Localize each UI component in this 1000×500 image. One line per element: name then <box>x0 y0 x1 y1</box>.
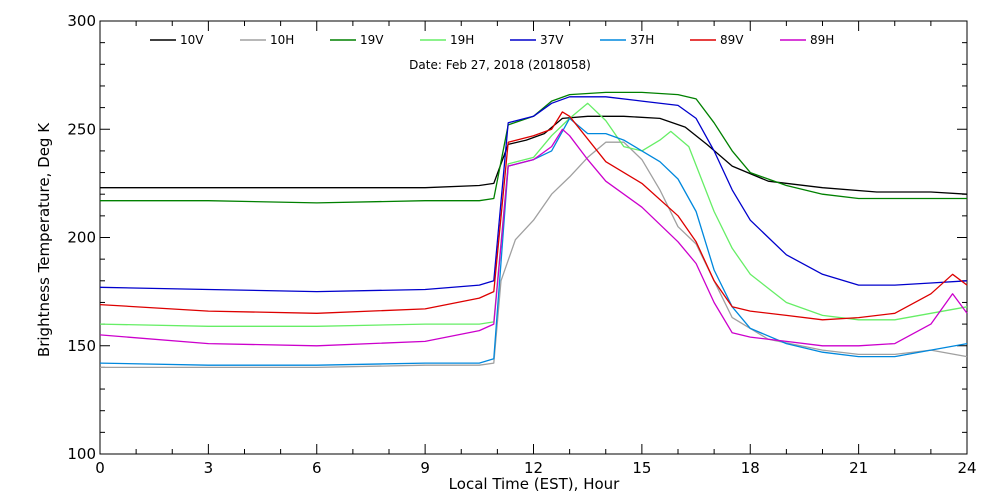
legend-label-10v: 10V <box>180 33 204 47</box>
series-line-19v <box>100 91 967 204</box>
y-tick-label: 150 <box>67 337 96 355</box>
series-line-89h <box>99 128 968 347</box>
x-tick-label: 9 <box>420 459 430 477</box>
x-axis-title: Local Time (EST), Hour <box>449 475 620 493</box>
axis-ticks <box>99 20 968 455</box>
series-line-37v <box>99 96 968 293</box>
y-tick-label: 100 <box>67 445 96 463</box>
legend-label-19v: 19V <box>360 33 384 47</box>
x-tick-label: 15 <box>632 459 651 477</box>
series-line-10v <box>100 115 968 195</box>
y-tick-label: 200 <box>67 229 96 247</box>
legend-label-37v: 37V <box>540 33 564 47</box>
legend-label-10h: 10H <box>270 33 294 47</box>
legend-label-19h: 19H <box>450 33 474 47</box>
axis-tick-labels: 0 3 6 9 12 15 18 21 24 100 150 200 250 300 <box>67 12 976 477</box>
y-axis-title: Brightness Temperature, Deg K <box>35 122 53 357</box>
x-tick-label: 21 <box>849 459 868 477</box>
series-lines <box>99 91 968 369</box>
series-line-37h <box>99 117 968 366</box>
legend-label-89v: 89V <box>720 33 744 47</box>
series-line-19h <box>99 102 968 327</box>
y-tick-label: 300 <box>67 12 96 30</box>
series-line-10h <box>100 141 968 369</box>
x-tick-label: 6 <box>312 459 322 477</box>
x-tick-label: 24 <box>957 459 976 477</box>
x-tick-label: 3 <box>204 459 214 477</box>
plot-frame <box>99 20 968 455</box>
legend-label-89h: 89H <box>810 33 834 47</box>
date-annotation: Date: Feb 27, 2018 (2018058) <box>409 58 591 72</box>
x-tick-label: 18 <box>741 459 760 477</box>
legend-label-37h: 37H <box>630 33 654 47</box>
x-tick-label: 12 <box>524 459 543 477</box>
y-tick-label: 250 <box>67 120 96 138</box>
legend: 10V 10H 19V 19H 37V 37H 89V 89H <box>150 33 834 47</box>
x-tick-label: 0 <box>95 459 105 477</box>
series-line-89v <box>99 111 968 321</box>
